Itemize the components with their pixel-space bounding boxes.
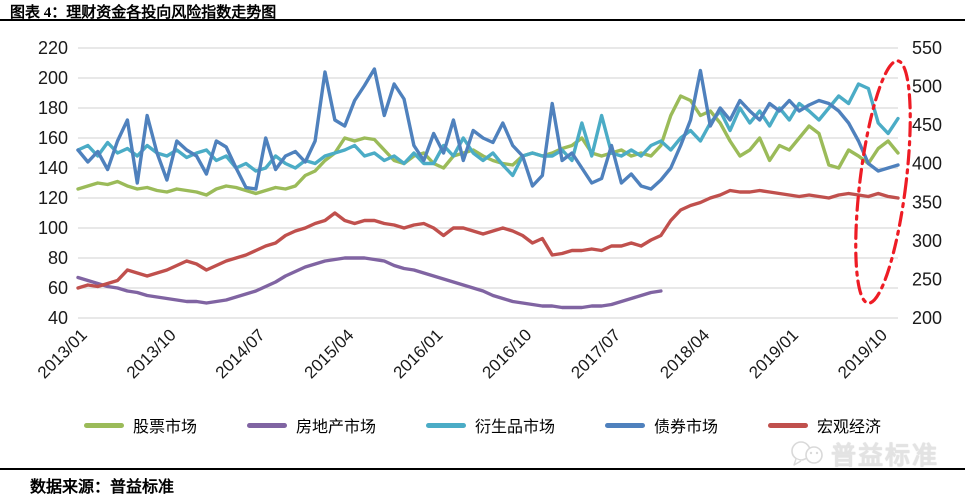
x-axis-tick-label: 2019/01	[745, 325, 802, 382]
legend-label-stock-market: 股票市场	[132, 419, 197, 436]
chart-area: 220 200 180 160 140 120 100 80 60 40 550 500 450 400 3…	[34, 38, 942, 382]
right-axis-tick-label: 400	[912, 154, 942, 174]
x-axis-tick-label: 2016/01	[390, 325, 447, 382]
x-axis-tick-label: 2016/10	[479, 325, 536, 382]
right-axis-tick-label: 200	[912, 308, 942, 328]
left-axis-tick-label: 180	[38, 98, 68, 118]
legend-label-macro-economy: 宏观经济	[817, 419, 882, 436]
legend-item-bond-market: 债券市场	[605, 413, 718, 437]
footer-divider	[0, 468, 965, 470]
right-axis-tick-label: 300	[912, 231, 942, 251]
left-axis-tick-label: 60	[48, 278, 68, 298]
legend-label-bond-market: 债券市场	[654, 419, 719, 436]
x-axis-tick-label: 2013/01	[34, 325, 91, 382]
legend-item-stock-market: 股票市场	[83, 413, 197, 437]
legend-swatch-bond-market	[605, 422, 645, 428]
legend-item-real-estate-market: 房地产市场	[246, 413, 376, 437]
left-axis-tick-label: 160	[38, 128, 68, 148]
series-line-real-estate-market	[76, 256, 663, 310]
left-axis-tick-label: 40	[48, 308, 68, 328]
brand-watermark: 普益标准	[790, 436, 939, 472]
series-line-stock-market	[76, 94, 900, 197]
x-axis-tick-label: 2018/04	[656, 325, 713, 382]
x-axis-tick-label: 2017/07	[567, 325, 624, 382]
right-axis-tick-label: 350	[912, 192, 942, 212]
left-axis-tick-label: 80	[48, 248, 68, 268]
x-axis-tick-label: 2014/07	[212, 325, 269, 382]
x-axis-tick-label: 2013/10	[123, 325, 180, 382]
legend-item-macro-economy: 宏观经济	[768, 413, 881, 437]
legend-swatch-derivatives-market	[425, 422, 466, 428]
chart-header: 图表 4：理财资金各投向风险指数走势图	[0, 0, 965, 21]
x-axis-tick-label: 2015/04	[301, 325, 358, 382]
left-axis-tick-label: 220	[38, 38, 68, 58]
left-axis-tick-label: 100	[38, 218, 68, 238]
legend-label-derivatives-market: 衍生品市场	[474, 419, 555, 436]
legend-label-real-estate-market: 房地产市场	[295, 419, 376, 436]
left-axis-tick-label: 140	[38, 158, 68, 178]
left-axis-tick-label: 120	[38, 188, 68, 208]
left-axis-tick-label: 200	[38, 68, 68, 88]
series-line-bond-market	[76, 67, 900, 191]
data-source-label: 数据来源：普益标准	[30, 479, 175, 496]
highlight-ellipse	[854, 59, 912, 305]
x-axis-tick-label: 2019/10	[834, 325, 891, 382]
series-line-derivatives-market	[76, 82, 900, 178]
chart-title: 图表 4：理财资金各投向风险指数走势图	[10, 5, 277, 21]
legend-swatch-macro-economy	[768, 422, 809, 428]
legend-swatch-stock-market	[83, 422, 124, 428]
chart-legend: 股票市场 房地产市场 衍生品市场 债券市场 宏观经济	[0, 413, 965, 437]
legend-item-derivatives-market: 衍生品市场	[425, 413, 555, 437]
right-axis-tick-label: 450	[912, 115, 942, 135]
right-axis-tick-label: 500	[912, 77, 942, 97]
legend-swatch-real-estate-market	[246, 422, 287, 428]
right-axis-tick-label: 550	[912, 38, 942, 58]
chat-bubbles-icon	[791, 441, 823, 466]
risk-index-line-chart: 220 200 180 160 140 120 100 80 60 40 550 500 450 400 3…	[34, 38, 942, 382]
series-line-macro-economy	[76, 188, 900, 290]
watermark-text: 普益标准	[830, 443, 939, 470]
right-axis-tick-label: 250	[912, 269, 942, 289]
